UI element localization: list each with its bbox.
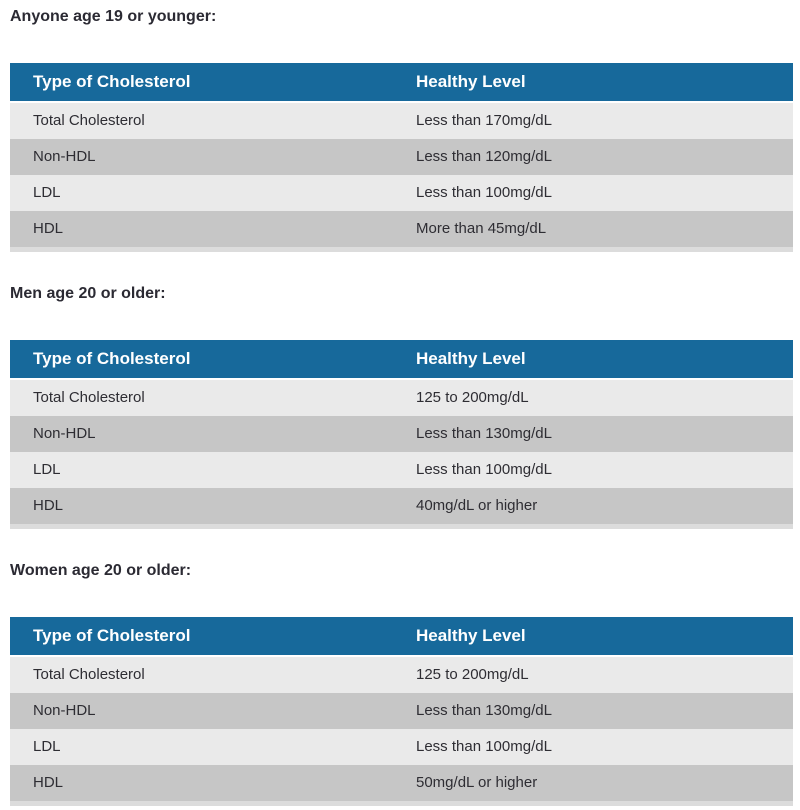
- section-men-20-or-older: Men age 20 or older: Type of Cholesterol…: [10, 285, 793, 529]
- table-row: HDL 40mg/dL or higher: [10, 488, 793, 527]
- cell-cholesterol-type: HDL: [10, 765, 393, 804]
- table-row: Non-HDL Less than 130mg/dL: [10, 693, 793, 729]
- cholesterol-table: Type of Cholesterol Healthy Level Total …: [10, 63, 793, 252]
- cell-cholesterol-type: Non-HDL: [10, 416, 393, 452]
- cell-healthy-level: Less than 170mg/dL: [393, 102, 793, 139]
- column-header-type-of-cholesterol: Type of Cholesterol: [10, 63, 393, 103]
- table-header-row: Type of Cholesterol Healthy Level: [10, 617, 793, 657]
- section-title: Men age 20 or older:: [10, 285, 166, 302]
- cell-healthy-level: 125 to 200mg/dL: [393, 379, 793, 416]
- column-header-healthy-level: Healthy Level: [393, 617, 793, 657]
- cell-healthy-level: Less than 100mg/dL: [393, 452, 793, 488]
- cell-healthy-level: Less than 100mg/dL: [393, 175, 793, 211]
- table-row: HDL More than 45mg/dL: [10, 211, 793, 250]
- cell-healthy-level: 40mg/dL or higher: [393, 488, 793, 527]
- cell-cholesterol-type: LDL: [10, 729, 393, 765]
- table-row: LDL Less than 100mg/dL: [10, 175, 793, 211]
- section-women-20-or-older: Women age 20 or older: Type of Cholester…: [10, 562, 793, 806]
- cell-cholesterol-type: Total Cholesterol: [10, 656, 393, 693]
- cell-cholesterol-type: HDL: [10, 211, 393, 250]
- cell-cholesterol-type: Total Cholesterol: [10, 379, 393, 416]
- section-title: Women age 20 or older:: [10, 562, 192, 579]
- table-row: LDL Less than 100mg/dL: [10, 729, 793, 765]
- cell-cholesterol-type: Non-HDL: [10, 693, 393, 729]
- cholesterol-table: Type of Cholesterol Healthy Level Total …: [10, 340, 793, 529]
- table-row: Total Cholesterol 125 to 200mg/dL: [10, 379, 793, 416]
- table-row: Non-HDL Less than 130mg/dL: [10, 416, 793, 452]
- column-header-type-of-cholesterol: Type of Cholesterol: [10, 340, 393, 380]
- cell-cholesterol-type: LDL: [10, 452, 393, 488]
- cell-cholesterol-type: HDL: [10, 488, 393, 527]
- cell-healthy-level: Less than 100mg/dL: [393, 729, 793, 765]
- cholesterol-table: Type of Cholesterol Healthy Level Total …: [10, 617, 793, 806]
- section-age-19-or-younger: Anyone age 19 or younger: Type of Choles…: [10, 8, 793, 252]
- column-header-healthy-level: Healthy Level: [393, 340, 793, 380]
- cell-cholesterol-type: Total Cholesterol: [10, 102, 393, 139]
- table-header-row: Type of Cholesterol Healthy Level: [10, 340, 793, 380]
- cell-healthy-level: Less than 130mg/dL: [393, 693, 793, 729]
- cell-healthy-level: Less than 120mg/dL: [393, 139, 793, 175]
- cell-healthy-level: More than 45mg/dL: [393, 211, 793, 250]
- cell-cholesterol-type: LDL: [10, 175, 393, 211]
- section-title: Anyone age 19 or younger:: [10, 8, 217, 25]
- cell-healthy-level: 50mg/dL or higher: [393, 765, 793, 804]
- column-header-healthy-level: Healthy Level: [393, 63, 793, 103]
- cell-healthy-level: Less than 130mg/dL: [393, 416, 793, 452]
- table-row: HDL 50mg/dL or higher: [10, 765, 793, 804]
- table-row: Non-HDL Less than 120mg/dL: [10, 139, 793, 175]
- table-row: LDL Less than 100mg/dL: [10, 452, 793, 488]
- table-header-row: Type of Cholesterol Healthy Level: [10, 63, 793, 103]
- cell-cholesterol-type: Non-HDL: [10, 139, 393, 175]
- column-header-type-of-cholesterol: Type of Cholesterol: [10, 617, 393, 657]
- cell-healthy-level: 125 to 200mg/dL: [393, 656, 793, 693]
- table-row: Total Cholesterol 125 to 200mg/dL: [10, 656, 793, 693]
- table-row: Total Cholesterol Less than 170mg/dL: [10, 102, 793, 139]
